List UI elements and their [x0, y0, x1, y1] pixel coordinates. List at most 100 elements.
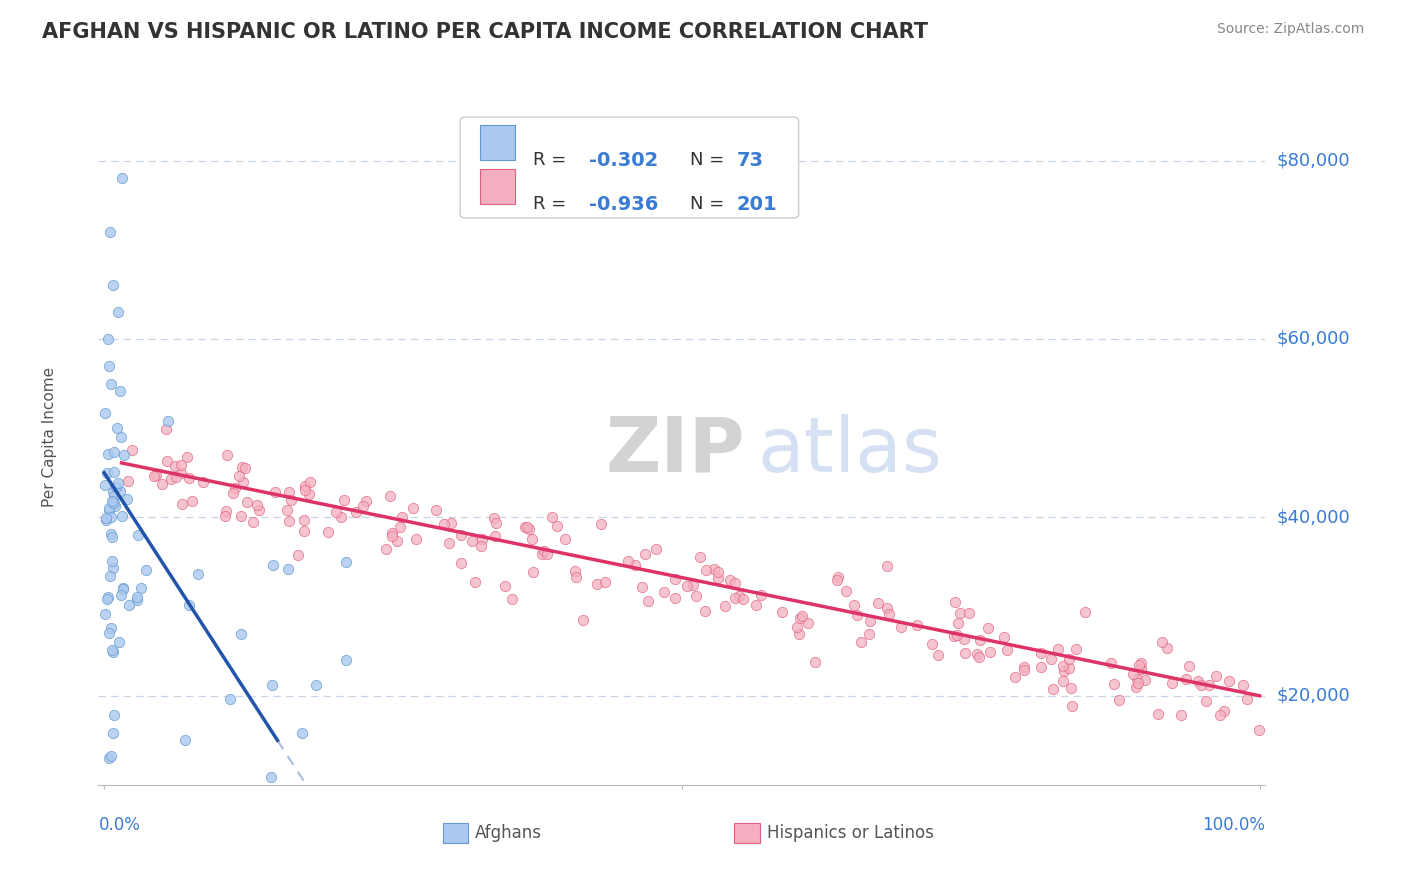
Point: [1004, 670, 1026, 684]
Point: [797, 616, 820, 631]
Point: [724, 591, 747, 606]
Point: [792, 609, 814, 624]
Point: [165, 470, 187, 484]
Point: [844, 598, 866, 612]
Point: [1126, 672, 1149, 686]
Point: [229, 509, 252, 524]
Point: [291, 726, 314, 740]
Point: [693, 604, 716, 618]
Point: [533, 544, 555, 558]
Point: [676, 579, 699, 593]
Point: [100, 621, 122, 635]
Point: [1247, 723, 1270, 737]
Point: [305, 677, 328, 691]
Point: [94, 607, 117, 622]
Point: [101, 561, 124, 575]
Point: [299, 475, 322, 489]
Point: [1029, 660, 1052, 674]
Point: [115, 491, 138, 506]
Point: [329, 509, 352, 524]
Point: [450, 528, 472, 542]
Point: [100, 493, 122, 508]
Point: [292, 513, 315, 527]
Point: [541, 509, 564, 524]
Point: [1060, 681, 1083, 695]
Point: [94, 511, 117, 525]
Point: [1205, 668, 1227, 682]
Point: [1062, 699, 1084, 714]
Point: [482, 510, 505, 524]
Point: [589, 516, 612, 531]
Point: [96, 467, 118, 481]
Point: [1099, 657, 1122, 671]
Point: [229, 627, 252, 641]
Point: [664, 572, 686, 586]
Text: Per Capita Income: Per Capita Income: [42, 367, 56, 508]
Point: [859, 614, 882, 628]
Point: [378, 489, 401, 503]
Point: [724, 575, 747, 590]
Point: [1064, 641, 1087, 656]
Point: [232, 475, 254, 489]
Point: [689, 550, 711, 565]
Text: 201: 201: [737, 194, 778, 213]
Point: [111, 582, 134, 597]
Point: [966, 647, 988, 661]
Point: [215, 504, 238, 518]
Point: [494, 579, 516, 593]
Point: [1074, 605, 1097, 619]
Point: [316, 525, 339, 540]
Point: [905, 618, 928, 632]
Point: [616, 554, 638, 568]
Point: [101, 495, 124, 509]
Point: [437, 536, 460, 550]
Text: R =: R =: [533, 151, 571, 169]
Point: [179, 598, 201, 612]
Point: [105, 421, 128, 435]
Point: [501, 592, 523, 607]
Point: [536, 547, 558, 561]
Point: [385, 534, 408, 549]
Point: [103, 496, 125, 510]
Point: [770, 605, 793, 619]
Point: [866, 596, 889, 610]
Point: [825, 573, 848, 587]
Point: [103, 726, 125, 740]
Point: [114, 448, 136, 462]
Point: [1135, 673, 1157, 687]
Point: [1174, 672, 1197, 686]
Text: $20,000: $20,000: [1277, 687, 1350, 705]
Point: [103, 489, 125, 503]
Point: [1195, 694, 1218, 708]
Point: [294, 483, 316, 498]
Point: [460, 534, 482, 549]
Point: [111, 508, 134, 523]
Point: [127, 592, 149, 607]
Point: [224, 481, 246, 495]
Point: [96, 447, 118, 461]
Point: [858, 626, 880, 640]
Point: [1218, 674, 1240, 689]
Point: [107, 476, 129, 491]
Point: [1212, 704, 1234, 718]
Point: [219, 691, 242, 706]
Point: [946, 616, 969, 631]
Point: [101, 645, 124, 659]
Point: [450, 556, 472, 570]
Point: [121, 442, 143, 457]
Bar: [734, 823, 761, 843]
Point: [586, 576, 609, 591]
Point: [464, 574, 486, 589]
Point: [97, 332, 120, 346]
Text: ZIP: ZIP: [606, 414, 745, 488]
Text: Source: ZipAtlas.com: Source: ZipAtlas.com: [1216, 22, 1364, 37]
Point: [110, 430, 132, 444]
Bar: [479, 169, 515, 204]
Point: [103, 278, 125, 293]
Point: [571, 613, 593, 627]
Point: [262, 677, 284, 691]
Point: [714, 599, 737, 614]
Point: [233, 460, 256, 475]
Point: [104, 480, 127, 494]
Point: [280, 492, 302, 507]
